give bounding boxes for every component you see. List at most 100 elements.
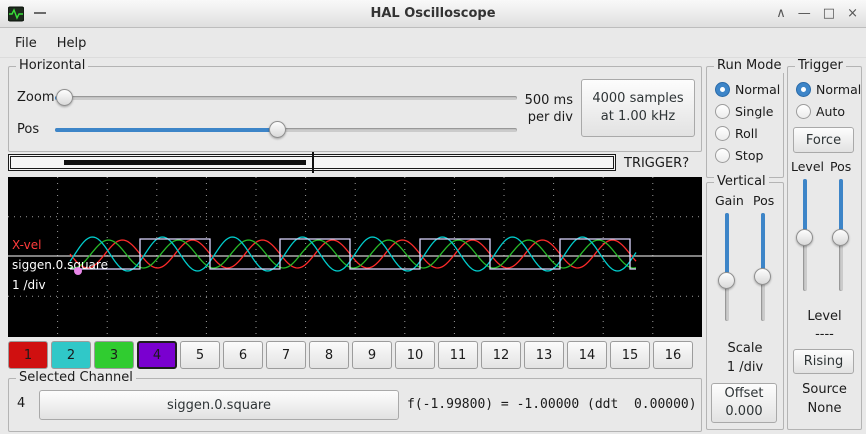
radio-normal[interactable]: Normal: [715, 80, 780, 99]
channel-button-16[interactable]: 16: [653, 341, 693, 369]
gain-slider-handle[interactable]: [718, 271, 735, 289]
trigger-pos-handle[interactable]: [832, 229, 849, 247]
force-button[interactable]: Force: [793, 127, 854, 153]
gain-label: Gain: [715, 193, 744, 208]
trigger-source-label: Source: [802, 382, 847, 397]
radio-indicator[interactable]: [715, 148, 730, 163]
run-mode-group-label: Run Mode: [714, 58, 785, 73]
trigger-source-value[interactable]: None: [807, 401, 842, 416]
selected-channel-number: 4: [17, 396, 26, 411]
trigger-mode-radios: Normal Auto: [796, 80, 861, 121]
trigger-level-caption: Level: [807, 309, 842, 324]
radio-roll[interactable]: Roll: [715, 124, 780, 143]
run-mode-group: Run Mode Normal Single Roll Stop: [706, 58, 785, 178]
channel-value-readout: f(-1.99800) = -1.00000 (ddt 0.00000): [407, 397, 697, 412]
trigger-level-handle[interactable]: [796, 229, 813, 247]
samples-button[interactable]: 4000 samples at 1.00 kHz: [581, 79, 695, 137]
radio-indicator[interactable]: [715, 126, 730, 141]
channel-button-6[interactable]: 6: [223, 341, 263, 369]
trigger-level-slider[interactable]: [796, 179, 814, 291]
minimize-button[interactable]: —: [797, 6, 811, 21]
record-bar-trigger-tick: [312, 152, 314, 173]
channel-name-button[interactable]: siggen.0.square: [39, 390, 399, 420]
window-title: HAL Oscilloscope: [370, 6, 496, 21]
shade-button[interactable]: ∧: [776, 6, 786, 21]
channel-button-2[interactable]: 2: [51, 341, 91, 369]
radio-normal[interactable]: Normal: [796, 80, 861, 99]
radio-label: Normal: [735, 82, 781, 97]
channel-button-3[interactable]: 3: [94, 341, 134, 369]
timebase-readout: 500 ms per div: [507, 92, 573, 126]
channel-button-13[interactable]: 13: [524, 341, 564, 369]
selected-channel-group-label: Selected Channel: [16, 370, 136, 385]
svg-text:1 /div: 1 /div: [12, 278, 46, 292]
pos-slider-fill: [55, 128, 277, 132]
channel-button-5[interactable]: 5: [180, 341, 220, 369]
channel-button-1[interactable]: 1: [8, 341, 48, 369]
menu-file[interactable]: File: [15, 35, 37, 51]
record-bar[interactable]: [8, 152, 616, 173]
channel-button-4[interactable]: 4: [137, 341, 177, 369]
menu-help[interactable]: Help: [56, 35, 87, 51]
trigger-level-label: Level: [791, 159, 824, 174]
window-menu-icon[interactable]: [34, 12, 46, 14]
trigger-pos-fill: [839, 179, 843, 238]
svg-text:X-vel: X-vel: [12, 238, 41, 252]
scale-value: 1 /div: [726, 360, 764, 375]
radio-indicator[interactable]: [796, 104, 811, 119]
svg-text:siggen.0.square: siggen.0.square: [12, 258, 108, 272]
radio-label: Normal: [816, 82, 862, 97]
close-button[interactable]: ×: [847, 6, 858, 21]
trigger-level-readout: ----: [815, 327, 834, 342]
channel-button-7[interactable]: 7: [266, 341, 306, 369]
radio-label: Stop: [735, 148, 764, 163]
titlebar[interactable]: HAL Oscilloscope ∧ — □ ×: [0, 0, 866, 28]
radio-auto[interactable]: Auto: [796, 102, 861, 121]
channel-button-11[interactable]: 11: [438, 341, 478, 369]
pos-slider-trough[interactable]: [55, 128, 517, 132]
offset-button[interactable]: Offset 0.000: [711, 383, 777, 423]
radio-indicator[interactable]: [715, 82, 730, 97]
trigger-pos-slider[interactable]: [832, 179, 850, 291]
channel-button-8[interactable]: 8: [309, 341, 349, 369]
gain-slider-fill: [725, 213, 729, 280]
trigger-level-fill: [803, 179, 807, 238]
radio-indicator[interactable]: [715, 104, 730, 119]
channel-button-14[interactable]: 14: [567, 341, 607, 369]
zoom-slider[interactable]: [55, 89, 517, 107]
vertical-pos-handle[interactable]: [754, 267, 771, 285]
maximize-button[interactable]: □: [822, 6, 836, 21]
trigger-group-label: Trigger: [795, 58, 846, 73]
scale-label: Scale: [727, 341, 763, 356]
radio-label: Auto: [816, 104, 846, 119]
channel-button-10[interactable]: 10: [395, 341, 435, 369]
trigger-question-label: TRIGGER?: [624, 156, 690, 171]
timebase-per-div: 500 ms: [524, 93, 573, 108]
horizontal-group-label: Horizontal: [16, 58, 89, 73]
channel-button-row: 1 2 3 4 5 6 7 8 9 10 11 12 13 14 15 16: [8, 341, 702, 370]
pos-slider-handle[interactable]: [268, 121, 286, 138]
scope-display[interactable]: X-vel siggen.0.square 1 /div: [8, 177, 702, 337]
channel-button-15[interactable]: 15: [610, 341, 650, 369]
radio-indicator[interactable]: [796, 82, 811, 97]
selected-channel-group: Selected Channel 4 siggen.0.square f(-1.…: [8, 370, 702, 432]
channel-button-12[interactable]: 12: [481, 341, 521, 369]
vertical-group-label: Vertical: [714, 174, 769, 189]
trigger-group: Trigger Normal Auto Force Level Pos Level…: [787, 58, 862, 430]
radio-label: Single: [735, 104, 774, 119]
zoom-label: Zoom: [17, 90, 55, 105]
channel-button-9[interactable]: 9: [352, 341, 392, 369]
horizontal-group: Horizontal Zoom Pos 500 ms per div 4000 …: [8, 58, 702, 152]
pos-label: Pos: [17, 122, 40, 137]
radio-stop[interactable]: Stop: [715, 146, 780, 165]
vertical-pos-slider[interactable]: [754, 213, 772, 321]
zoom-slider-trough[interactable]: [55, 96, 517, 100]
trigger-pos-label: Pos: [830, 159, 852, 174]
zoom-slider-handle[interactable]: [56, 89, 74, 106]
vertical-pos-label: Pos: [753, 193, 775, 208]
radio-single[interactable]: Single: [715, 102, 780, 121]
gain-slider[interactable]: [718, 213, 736, 321]
edge-button[interactable]: Rising: [793, 349, 854, 374]
pos-slider[interactable]: [55, 121, 517, 139]
